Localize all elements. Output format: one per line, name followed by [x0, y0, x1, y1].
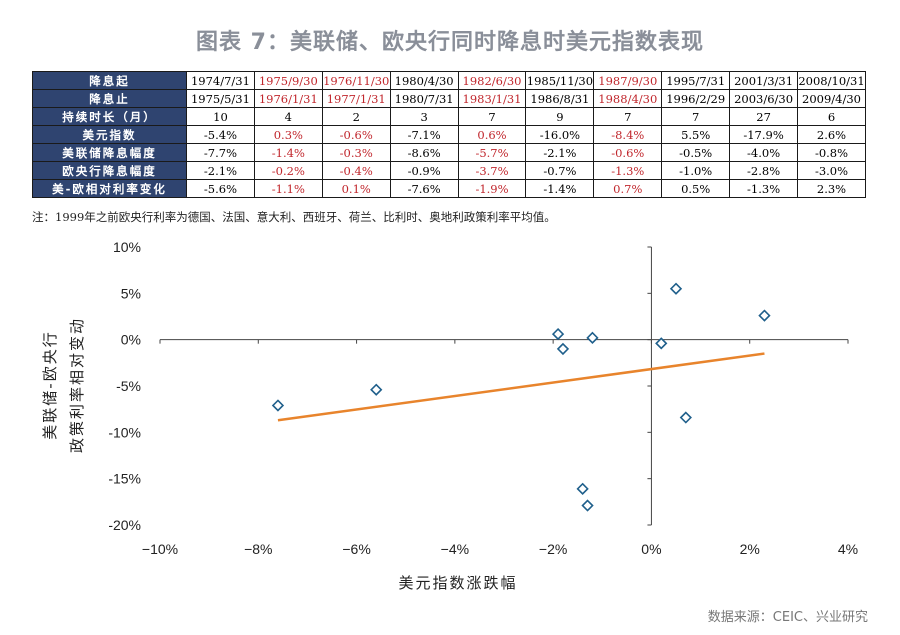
- row-header: 美联储降息幅度: [32, 143, 187, 162]
- y-tick-label: 10%: [113, 239, 141, 255]
- y-tick-label: -15%: [108, 471, 141, 487]
- table-cell: -1.4%: [253, 143, 323, 162]
- data-point: [669, 282, 683, 295]
- table-cell: -2.1%: [525, 143, 595, 162]
- page-title: 图表 7：美联储、欧央行同时降息时美元指数表现: [196, 30, 704, 55]
- table-cell: 2009/4/30: [797, 89, 866, 108]
- y-tick-label: 5%: [121, 285, 141, 301]
- table-note: 注：1999年之前欧央行利率为德国、法国、意大利、西班牙、荷兰、比利时、奥地利政…: [32, 210, 556, 224]
- table-cell: -1.3%: [593, 161, 663, 180]
- table-cell: -1.1%: [253, 179, 323, 198]
- table-row: 美-欧相对利率变化 -5.6% -1.1% 0.1% -7.6% -1.9% -1.4% 0.…: [32, 179, 866, 198]
- table-cell: -3.0%: [797, 161, 866, 180]
- y-axis-label: 政策利率相对变动: [68, 317, 86, 453]
- table-cell: -5.7%: [457, 143, 527, 162]
- table-cell: -0.6%: [593, 143, 663, 162]
- row-header: 降息止: [32, 89, 187, 108]
- x-tick-label: −6%: [342, 541, 370, 557]
- data-point: [271, 399, 285, 412]
- table-row: 降息起 1974/7/31 1975/9/30 1976/11/30 1980/4/30…: [32, 71, 866, 90]
- row-header: 美-欧相对利率变化: [32, 179, 187, 198]
- y-tick-label: -5%: [116, 378, 141, 394]
- data-point: [576, 482, 589, 495]
- table-cell: -1.0%: [661, 161, 731, 180]
- table-cell: -0.9%: [389, 161, 459, 180]
- table-cell: 0.6%: [457, 125, 527, 144]
- table-cell: 2.6%: [797, 125, 866, 144]
- table-cell: -3.7%: [457, 161, 527, 180]
- y-tick-label: -20%: [108, 517, 141, 533]
- x-axis-label: 美元指数涨跌幅: [398, 574, 517, 592]
- table-cell: -1.4%: [525, 179, 595, 198]
- table-cell: -5.6%: [186, 179, 255, 198]
- table-cell: 0.7%: [593, 179, 663, 198]
- table-cell: 0.1%: [321, 179, 391, 198]
- data-point: [370, 383, 383, 396]
- table-cell: 2.3%: [797, 179, 866, 198]
- table-row: 欧央行降息幅度 -2.1% -0.2% -0.4% -0.9% -3.7% -0.7% -1.…: [32, 161, 866, 180]
- table-row: 持续时长（月） 10 4 2 3 7 9 7 7 27 6: [32, 107, 866, 126]
- table-row: 美元指数 -5.4% 0.3% -0.6% -7.1% 0.6% -16.0% -8.4% 5.…: [32, 125, 866, 144]
- table-cell: -7.7%: [186, 143, 255, 162]
- x-tick-label: −4%: [441, 541, 469, 557]
- data-point: [581, 499, 594, 512]
- x-tick-label: −2%: [539, 541, 567, 557]
- y-tick-label: 0%: [121, 332, 141, 348]
- table-cell: 1995/7/31: [661, 71, 731, 90]
- x-tick-label: 4%: [838, 541, 858, 557]
- table-cell: -0.6%: [321, 125, 391, 144]
- trend-line: [277, 352, 765, 422]
- data-point: [586, 331, 599, 344]
- table-row: 降息止 1975/5/31 1976/1/31 1977/1/31 1980/7/31 1…: [32, 89, 866, 108]
- data-point: [551, 327, 565, 341]
- table-cell: -8.6%: [389, 143, 459, 162]
- table-cell: -4.0%: [729, 143, 799, 162]
- y-axis-label: 美联储-欧央行: [41, 330, 59, 439]
- source-label: 数据来源：CEIC、兴业研究: [707, 610, 868, 625]
- x-tick-label: 2%: [740, 541, 760, 557]
- data-point: [679, 411, 692, 424]
- table-cell: -7.1%: [389, 125, 459, 144]
- table-cell: 1996/2/29: [661, 89, 731, 108]
- table-cell: -1.3%: [729, 179, 799, 198]
- y-tick-label: -10%: [108, 424, 141, 440]
- table-cell: 1980/4/30: [389, 71, 459, 90]
- data-point: [556, 342, 570, 356]
- table-cell: 27: [729, 107, 799, 126]
- table-row: 美联储降息幅度 -7.7% -1.4% -0.3% -8.6% -5.7% -2.1% -0.…: [32, 143, 866, 162]
- table-cell: 1976/11/30: [321, 71, 391, 90]
- x-tick-label: 0%: [641, 541, 661, 557]
- rate-cut-table: 降息起 1974/7/31 1975/9/30 1976/11/30 1980/4/30…: [32, 71, 866, 198]
- x-tick-label: −8%: [244, 541, 272, 557]
- data-point: [655, 337, 668, 350]
- table-cell: 1976/1/31: [253, 89, 323, 108]
- table-cell: 1988/4/30: [593, 89, 663, 108]
- x-tick-label: −10%: [142, 541, 178, 557]
- table-cell: -0.8%: [797, 143, 866, 162]
- table-cell: -7.6%: [389, 179, 459, 198]
- data-point: [758, 309, 771, 322]
- row-header: 持续时长（月）: [32, 107, 187, 126]
